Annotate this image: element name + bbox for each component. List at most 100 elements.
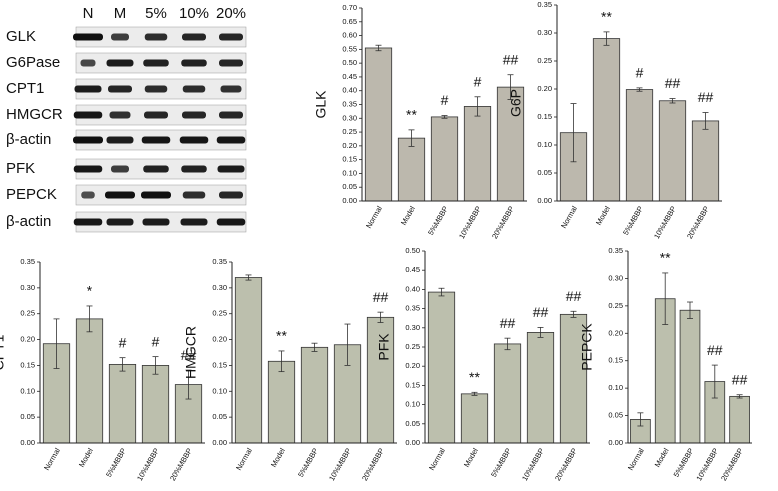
blot-band: [180, 218, 208, 226]
blot-row-label: CPT1: [6, 80, 44, 97]
y-tick-label: 0.00: [212, 438, 227, 447]
bar: [364, 47, 393, 202]
bar: [592, 38, 621, 202]
y-tick-label: 0.15: [405, 380, 420, 389]
significance-mark: ##: [707, 342, 723, 358]
blot-band: [106, 218, 134, 226]
x-tick-label: 5%MBBP: [426, 204, 450, 236]
blot-column-label: N: [83, 5, 94, 22]
bar: [300, 346, 329, 444]
blot-row-label: PFK: [6, 160, 35, 177]
bar: [496, 86, 525, 202]
blot-band: [80, 59, 96, 67]
blot-band: [144, 33, 168, 41]
y-tick-label: 0.70: [342, 3, 357, 12]
x-tick-label: 20%MBBP: [719, 446, 745, 482]
y-tick-label: 0.15: [20, 360, 35, 369]
significance-mark: **: [406, 107, 417, 123]
x-tick-label: Normal: [364, 204, 384, 230]
y-tick-label: 0.20: [20, 335, 35, 344]
blot-band: [73, 111, 103, 119]
blot-band: [181, 165, 207, 173]
bar: [75, 318, 104, 444]
significance-mark: ##: [373, 289, 389, 305]
blot-band: [182, 33, 206, 41]
y-tick-label: 0.00: [537, 196, 552, 205]
y-tick-label: 0.20: [405, 361, 420, 370]
x-tick-label: Normal: [234, 446, 254, 472]
blot-row-label: GLK: [6, 28, 36, 45]
blot-band: [179, 136, 209, 144]
y-tick-label: 0.20: [212, 335, 227, 344]
blot-column-label: 20%: [216, 5, 246, 22]
y-tick-label: 0.25: [212, 309, 227, 318]
bar: [729, 395, 750, 444]
blot-band: [220, 85, 242, 93]
blot-band: [142, 218, 170, 226]
blot-band: [219, 33, 243, 41]
y-axis-label: HMGCR: [183, 326, 199, 379]
bar-chart: 0.00 0.05 0.10 0.15 0.20 0.25 0.30 0.35 HMGCR Nor…: [183, 257, 397, 482]
y-tick-label: 0.10: [212, 386, 227, 395]
western-blot: N M 5% 10% 20% GLK G6Pase CPT1 HMGCR β-actin PFK PE…: [6, 5, 247, 233]
x-tick-label: 10%MBBP: [520, 446, 546, 482]
y-tick-label: 0.30: [20, 283, 35, 292]
significance-mark: ##: [181, 347, 197, 363]
bar-chart: 0.00 0.05 0.10 0.15 0.20 0.25 0.30 0.35 PEPCK Nor…: [579, 246, 752, 482]
x-tick-label: 10%MBBP: [457, 204, 483, 240]
y-tick-label: 0.35: [20, 257, 35, 266]
y-axis-label: G6P: [508, 89, 524, 117]
y-tick-label: 0.10: [405, 400, 420, 409]
x-tick-label: Normal: [427, 446, 447, 472]
blot-band: [73, 33, 103, 41]
bar: [691, 120, 720, 202]
x-tick-label: Model: [653, 446, 671, 468]
y-tick-label: 0.05: [342, 182, 357, 191]
significance-mark: ##: [566, 288, 582, 304]
y-tick-label: 0.15: [537, 112, 552, 121]
y-tick-label: 0.25: [342, 127, 357, 136]
y-tick-label: 0.10: [608, 383, 623, 392]
x-tick-label: Model: [77, 446, 95, 468]
blot-band: [108, 85, 132, 93]
blot-row-label: β-actin: [6, 213, 51, 230]
y-tick-label: 0.05: [405, 419, 420, 428]
x-tick-label: 20%MBBP: [685, 204, 711, 240]
blot-band: [73, 165, 103, 173]
bar-chart: 0.00 0.05 0.10 0.15 0.20 0.25 0.30 0.35 0.40 0.45…: [313, 3, 527, 240]
y-tick-label: 0.20: [608, 328, 623, 337]
y-axis-label: CPT1: [0, 334, 7, 370]
blot-band: [219, 59, 243, 67]
significance-mark: #: [119, 334, 127, 350]
y-tick-label: 0.30: [212, 283, 227, 292]
significance-mark: ##: [698, 89, 714, 105]
blot-band: [106, 136, 134, 144]
y-tick-label: 0.35: [608, 246, 623, 255]
blot-band: [216, 218, 246, 226]
bar: [526, 332, 555, 444]
significance-mark: ##: [732, 371, 748, 387]
y-tick-label: 0.25: [537, 56, 552, 65]
x-tick-label: 5%MBBP: [672, 446, 696, 478]
blot-band: [109, 111, 131, 119]
significance-mark: ##: [503, 51, 519, 67]
significance-mark: **: [660, 250, 671, 266]
significance-mark: ##: [533, 304, 549, 320]
y-tick-label: 0.40: [342, 86, 357, 95]
blot-row-label: G6Pase: [6, 54, 60, 71]
bar-chart: 0.00 0.05 0.10 0.15 0.20 0.25 0.30 0.35 0.40 0.45…: [376, 246, 590, 482]
bar-chart: 0.00 0.05 0.10 0.15 0.20 0.25 0.30 0.35 G6P Norma…: [508, 0, 722, 240]
y-tick-label: 0.35: [537, 0, 552, 9]
x-tick-label: 10%MBBP: [652, 204, 678, 240]
bar: [108, 363, 137, 444]
blot-band: [219, 191, 243, 199]
x-tick-label: Normal: [559, 204, 579, 230]
blot-band: [73, 136, 103, 144]
x-tick-label: 5%MBBP: [296, 446, 320, 478]
x-tick-label: Model: [269, 446, 287, 468]
significance-mark: *: [87, 283, 93, 299]
y-tick-label: 0.55: [342, 44, 357, 53]
y-tick-label: 0.30: [342, 113, 357, 122]
y-tick-label: 0.15: [608, 356, 623, 365]
significance-mark: ##: [665, 75, 681, 91]
